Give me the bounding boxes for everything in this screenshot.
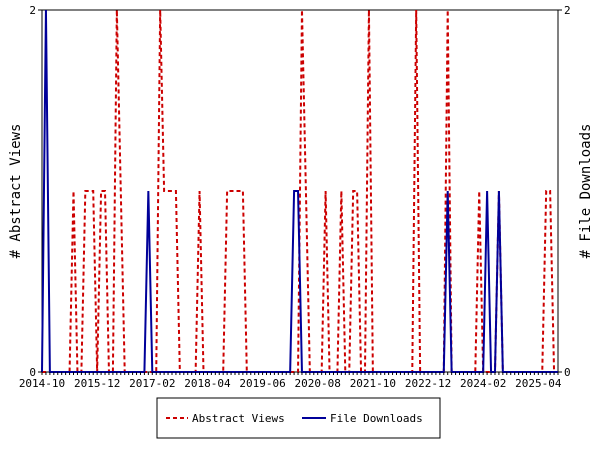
y-tick-label-right: 2	[564, 4, 571, 17]
axis-layer: 0 2 0 2 2014-10 2015-12 2017-02 2018-04 2019-06 2…	[19, 4, 571, 390]
x-tick-label: 2017-02	[129, 377, 175, 390]
x-tick-label: 2014-10	[19, 377, 65, 390]
x-tick-label: 2022-12	[405, 377, 451, 390]
series-line-file-downloads	[41, 9, 558, 373]
x-tick-label: 2025-04	[515, 377, 562, 390]
x-tick-label: 2021-10	[350, 377, 396, 390]
legend-label-abstract-views: Abstract Views	[192, 412, 285, 425]
x-tick-label: 2019-06	[239, 377, 285, 390]
x-tick-label: 2015-12	[74, 377, 120, 390]
x-tick-label: 2018-04	[184, 377, 231, 390]
legend-box	[156, 397, 441, 439]
x-tick-label: 2020-08	[295, 377, 341, 390]
y-axis-left-title: # Abstract Views	[8, 124, 24, 259]
x-tick-label: 2024-02	[460, 377, 506, 390]
series-layer	[41, 9, 558, 373]
y-tick-label-left: 2	[29, 4, 36, 17]
legend: Abstract Views File Downloads	[156, 397, 441, 439]
y-axis-right-title: # File Downloads	[578, 124, 594, 259]
y-tick-label-right: 0	[564, 366, 571, 379]
legend-label-file-downloads: File Downloads	[330, 412, 423, 425]
y-tick-label-left: 0	[29, 366, 36, 379]
